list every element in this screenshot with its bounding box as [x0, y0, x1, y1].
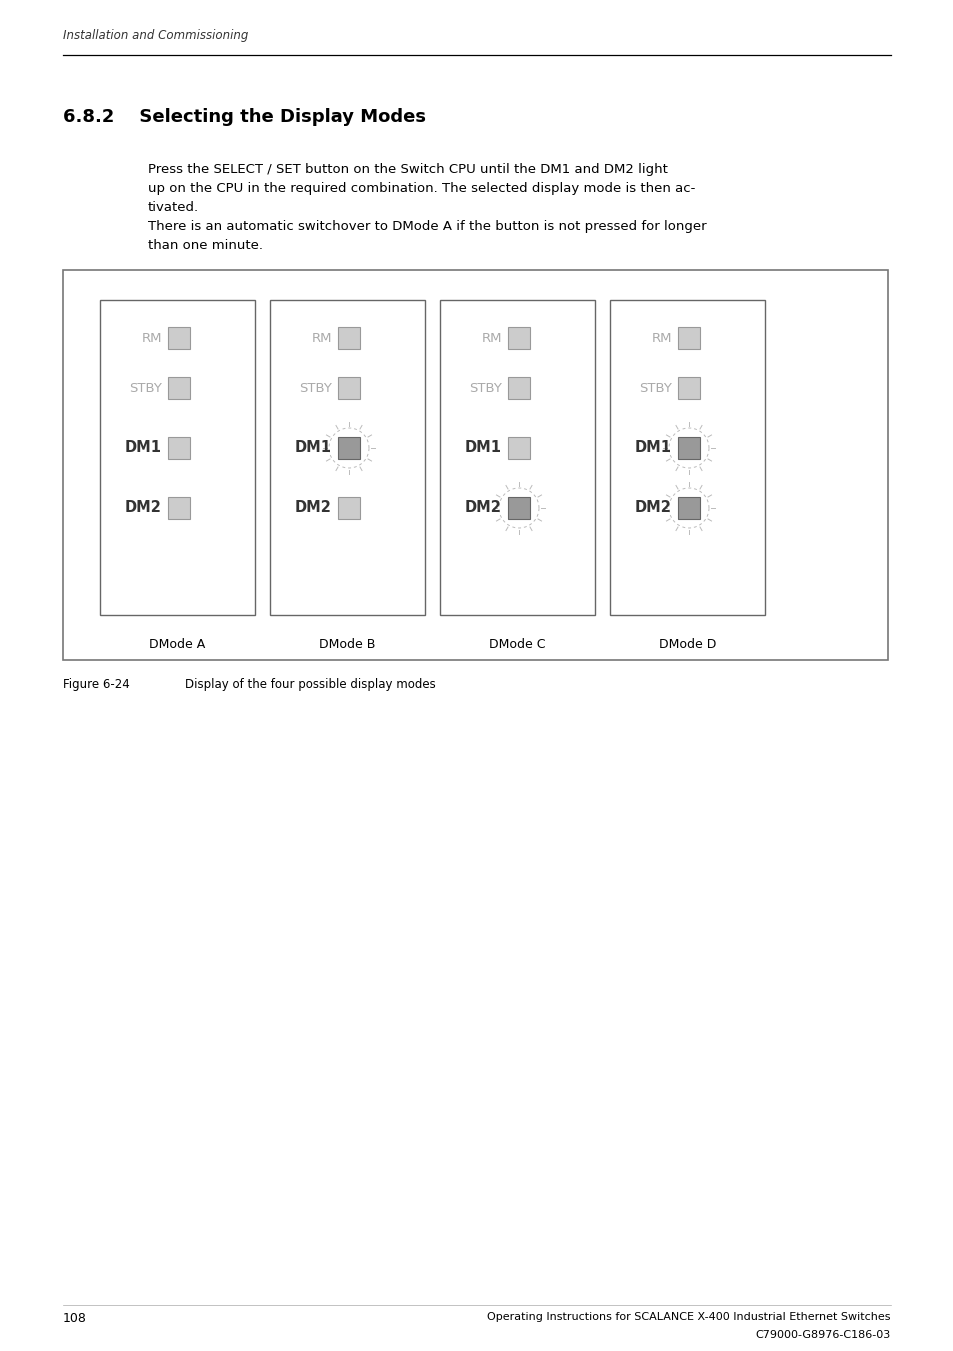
Bar — [678, 497, 700, 519]
Bar — [100, 300, 254, 615]
Text: DM1: DM1 — [125, 440, 162, 455]
Bar — [678, 327, 700, 349]
Text: 6.8.2    Selecting the Display Modes: 6.8.2 Selecting the Display Modes — [63, 108, 426, 126]
Text: There is an automatic switchover to DMode A if the button is not pressed for lon: There is an automatic switchover to DMod… — [148, 220, 706, 232]
Text: tivated.: tivated. — [148, 201, 199, 213]
Bar — [337, 377, 359, 399]
Text: C79000-G8976-C186-03: C79000-G8976-C186-03 — [755, 1329, 890, 1340]
Bar — [609, 300, 764, 615]
Text: Display of the four possible display modes: Display of the four possible display mod… — [185, 678, 436, 690]
Text: STBY: STBY — [129, 381, 162, 394]
Text: DM1: DM1 — [464, 440, 501, 455]
Text: DMode A: DMode A — [150, 638, 206, 651]
Text: RM: RM — [312, 331, 332, 345]
Text: Installation and Commissioning: Installation and Commissioning — [63, 28, 248, 42]
Bar — [439, 300, 595, 615]
Bar — [337, 327, 359, 349]
Text: DM2: DM2 — [635, 500, 671, 516]
Text: DMode B: DMode B — [319, 638, 375, 651]
Text: DMode C: DMode C — [489, 638, 545, 651]
Text: RM: RM — [651, 331, 671, 345]
Text: Press the SELECT / SET button on the Switch CPU until the DM1 and DM2 light: Press the SELECT / SET button on the Swi… — [148, 163, 667, 176]
Text: DM1: DM1 — [635, 440, 671, 455]
Bar — [168, 497, 190, 519]
Text: STBY: STBY — [469, 381, 501, 394]
Bar — [678, 377, 700, 399]
Text: RM: RM — [141, 331, 162, 345]
Bar — [507, 497, 530, 519]
Bar — [507, 327, 530, 349]
Bar — [63, 270, 887, 661]
Text: DM2: DM2 — [125, 500, 162, 516]
Bar — [270, 300, 424, 615]
Text: DM1: DM1 — [294, 440, 332, 455]
Text: DMode D: DMode D — [659, 638, 716, 651]
Text: STBY: STBY — [299, 381, 332, 394]
Bar — [678, 436, 700, 459]
Text: 108: 108 — [63, 1312, 87, 1325]
Bar — [507, 377, 530, 399]
Text: Operating Instructions for SCALANCE X-400 Industrial Ethernet Switches: Operating Instructions for SCALANCE X-40… — [487, 1312, 890, 1323]
Text: STBY: STBY — [639, 381, 671, 394]
Bar — [337, 497, 359, 519]
Bar — [507, 436, 530, 459]
Text: than one minute.: than one minute. — [148, 239, 263, 253]
Text: DM2: DM2 — [294, 500, 332, 516]
Bar — [168, 377, 190, 399]
Text: up on the CPU in the required combination. The selected display mode is then ac-: up on the CPU in the required combinatio… — [148, 182, 695, 195]
Text: DM2: DM2 — [465, 500, 501, 516]
Text: RM: RM — [481, 331, 501, 345]
Bar — [168, 436, 190, 459]
Bar — [168, 327, 190, 349]
Bar — [337, 436, 359, 459]
Text: Figure 6-24: Figure 6-24 — [63, 678, 130, 690]
